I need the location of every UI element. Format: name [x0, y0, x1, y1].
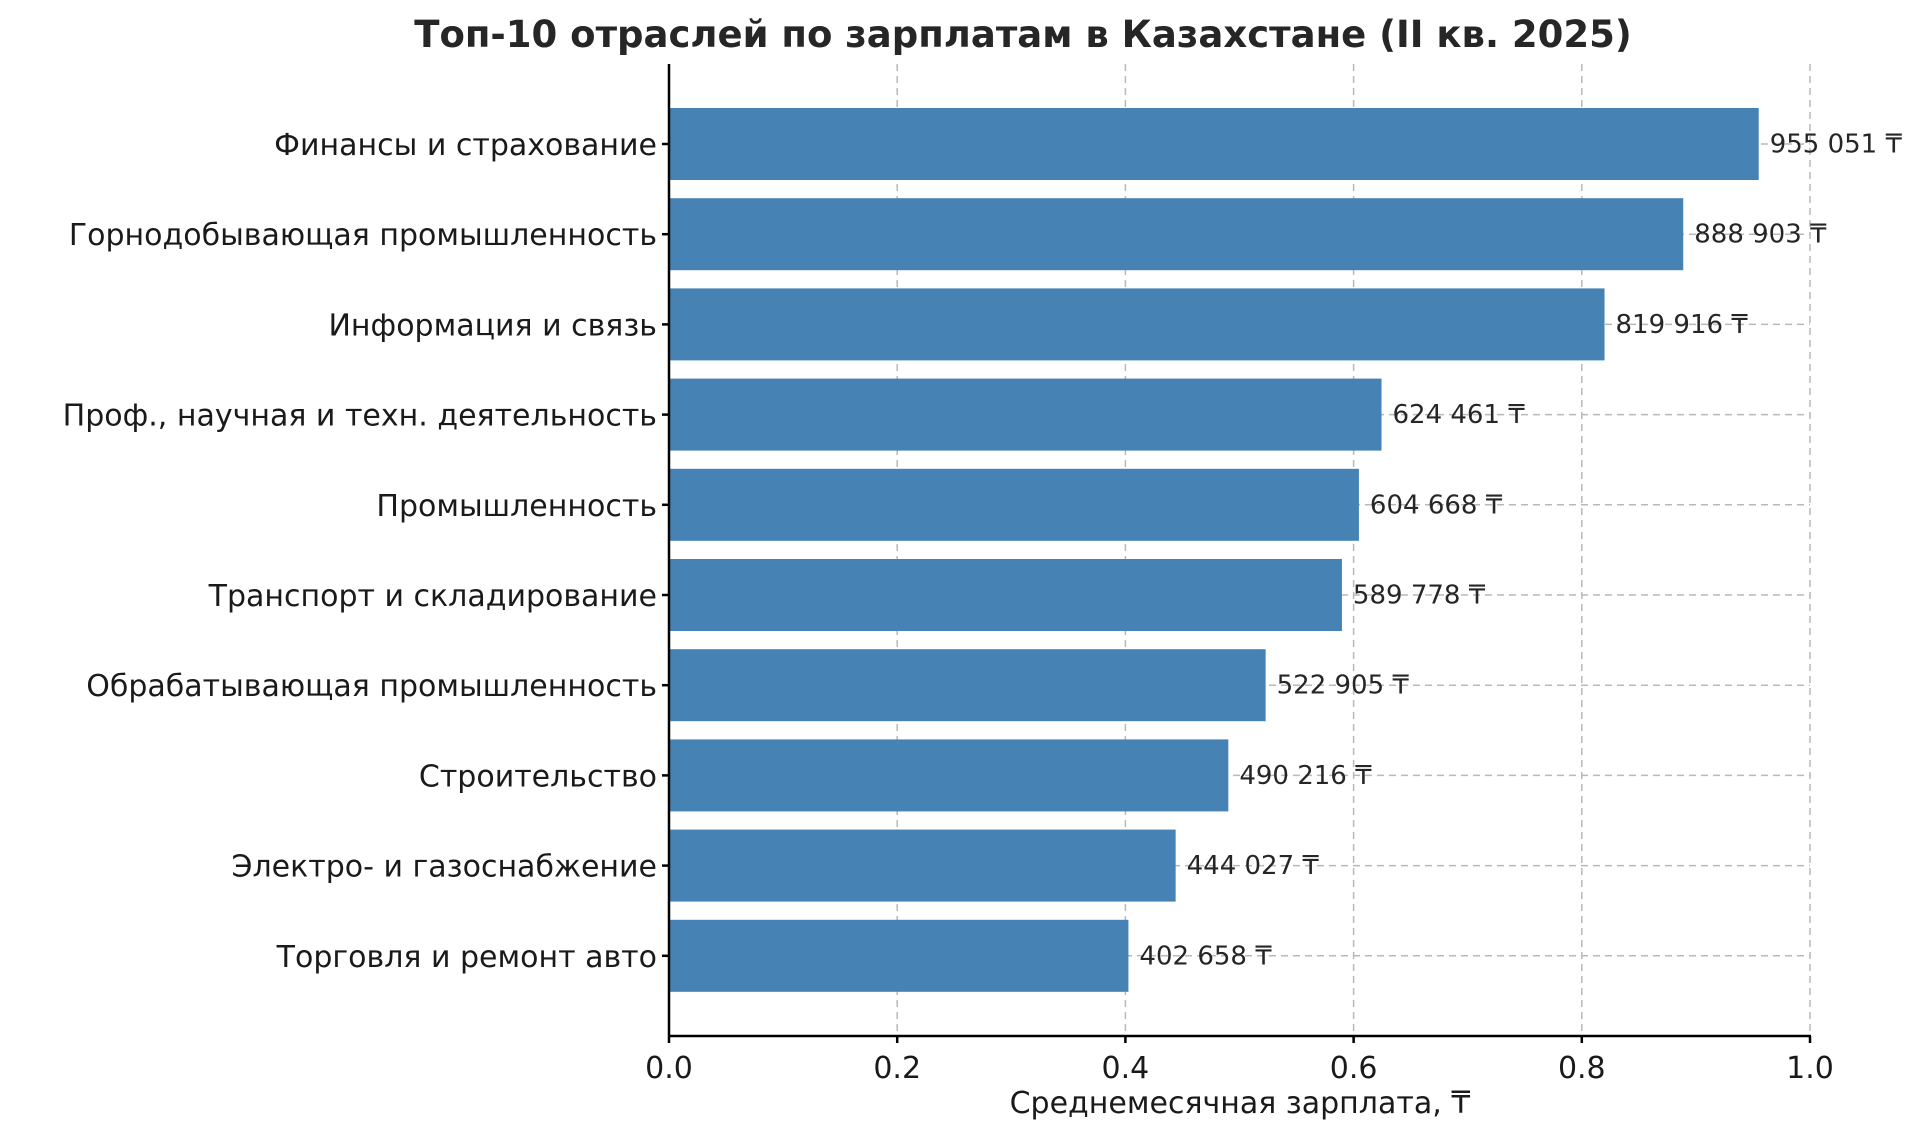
category-label: Горнодобывающая промышленность [69, 218, 657, 253]
category-label: Строительство [419, 759, 657, 794]
bar-value-label: 955 051 ₸ [1770, 130, 1903, 160]
category-label: Информация и связь [328, 308, 657, 343]
bar [669, 829, 1176, 902]
category-label: Транспорт и складирование [208, 579, 657, 614]
bar [669, 378, 1382, 451]
bar-value-label: 604 668 ₸ [1370, 490, 1503, 520]
x-tick-labels: 0.0 0.2 0.4 0.6 0.8 1.0 [645, 1036, 1834, 1086]
bar [669, 108, 1759, 180]
category-label: Электро- и газоснабжение [232, 850, 657, 885]
bar-value-label: 444 027 ₸ [1187, 851, 1320, 881]
x-tick-label: 0.8 [1558, 1051, 1606, 1086]
bar [669, 288, 1605, 361]
category-label: Проф., научная и техн. деятельность [63, 399, 657, 434]
bar [669, 468, 1359, 541]
bar [669, 649, 1266, 722]
bar-value-label: 589 778 ₸ [1353, 581, 1486, 611]
chart-title: Топ-10 отраслей по зарплатам в Казахстан… [414, 13, 1632, 56]
bar-value-label: 888 903 ₸ [1694, 220, 1827, 250]
value-labels: 955 051 ₸ 888 903 ₸ 819 916 ₸ 624 461 ₸ 604 … [1139, 130, 1902, 972]
bar-value-label: 490 216 ₸ [1239, 761, 1372, 791]
bar-value-label: 522 905 ₸ [1277, 671, 1410, 701]
x-axis-label: Среднемесячная зарплата, ₸ [1010, 1086, 1471, 1121]
bars [669, 108, 1759, 992]
bar-value-label: 819 916 ₸ [1616, 310, 1749, 340]
bar-value-label: 402 658 ₸ [1139, 941, 1272, 971]
x-tick-label: 0.4 [1102, 1051, 1150, 1086]
bar [669, 919, 1129, 992]
category-label: Обрабатывающая промышленность [86, 669, 657, 704]
x-tick-label: 1.0 [1786, 1051, 1834, 1086]
category-labels: Финансы и страхование Горнодобывающая про… [63, 128, 669, 975]
x-tick-label: 0.6 [1330, 1051, 1378, 1086]
category-label: Финансы и страхование [274, 128, 657, 163]
category-label: Торговля и ремонт авто [276, 940, 657, 975]
x-tick-label: 0.2 [873, 1051, 921, 1086]
category-label: Промышленность [376, 489, 657, 524]
bar-value-label: 624 461 ₸ [1393, 400, 1526, 430]
bar [669, 559, 1342, 631]
x-tick-label: 0.0 [645, 1051, 693, 1086]
bar [669, 198, 1684, 271]
bar [669, 739, 1229, 812]
